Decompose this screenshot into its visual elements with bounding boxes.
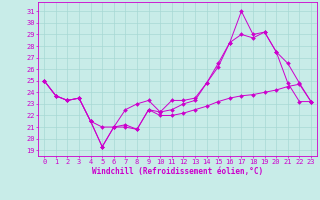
X-axis label: Windchill (Refroidissement éolien,°C): Windchill (Refroidissement éolien,°C) [92, 167, 263, 176]
